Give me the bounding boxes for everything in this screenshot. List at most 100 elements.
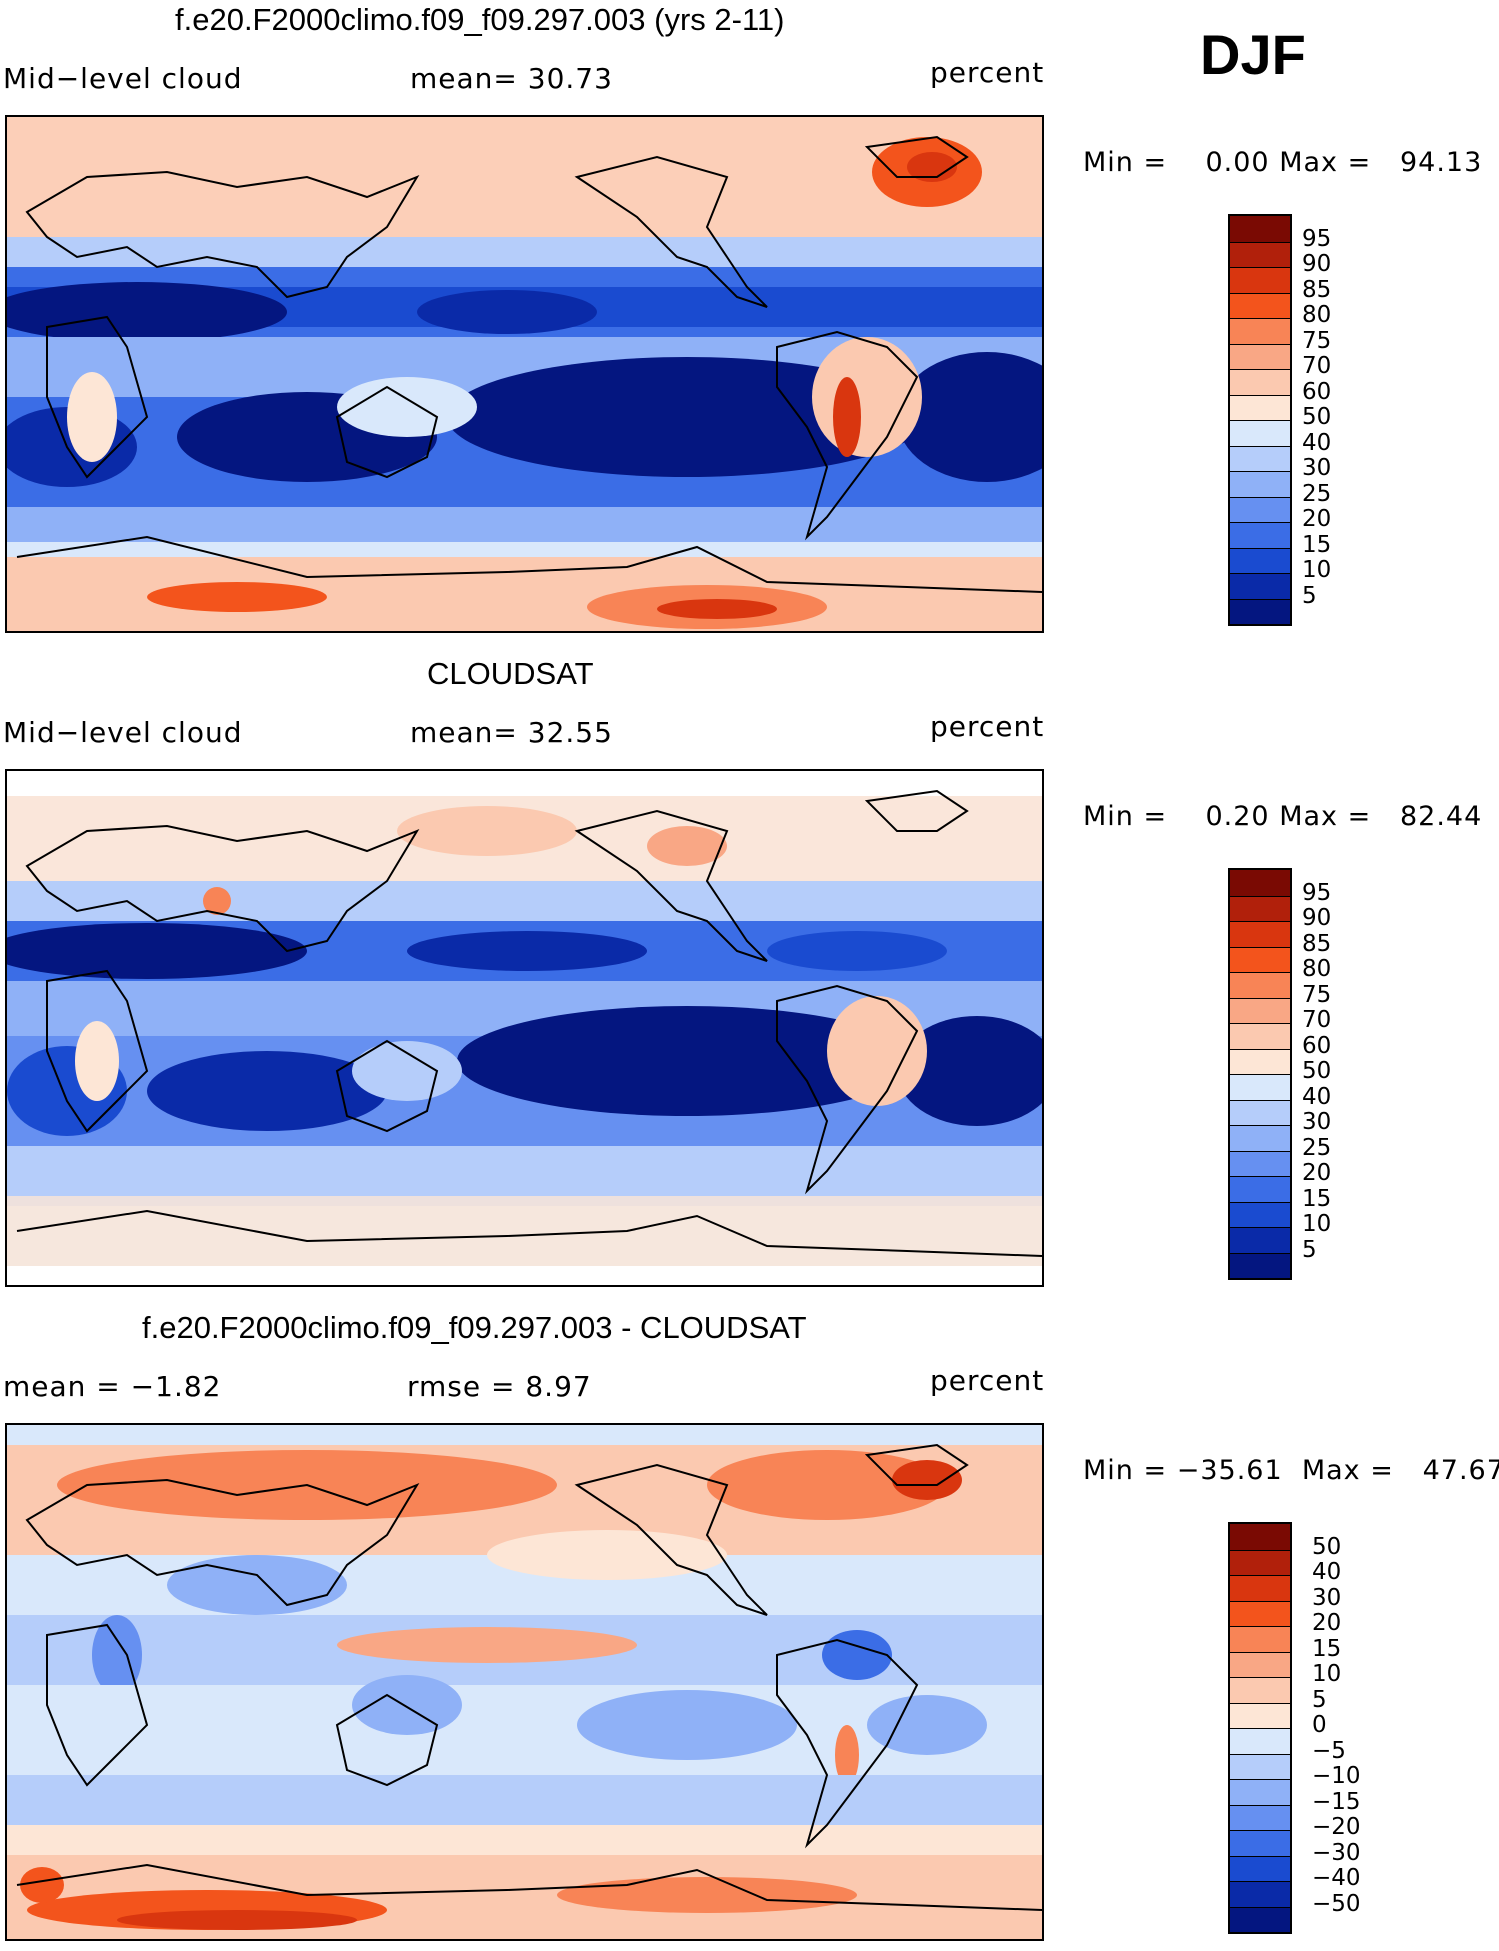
colorbar-tick-label: 15 (1312, 1635, 1342, 1662)
colorbar-tick-label: 75 (1302, 981, 1332, 1008)
panel2-coastlines (16, 789, 1042, 1257)
colorbar-swatch (1230, 267, 1290, 293)
colorbar-swatch (1230, 1099, 1290, 1125)
colorbar-tick-label: −30 (1312, 1839, 1361, 1866)
colorbar-tick-label: 95 (1302, 225, 1332, 252)
colorbar-swatch (1230, 216, 1290, 242)
colorbar-swatch (1230, 1626, 1290, 1652)
colorbar-swatch (1230, 1779, 1290, 1805)
colorbar-swatch (1230, 369, 1290, 395)
colorbar-swatch (1230, 1048, 1290, 1074)
colorbar-tick-label: 70 (1302, 1007, 1332, 1033)
colorbar-swatch (1230, 1575, 1290, 1601)
colorbar-tick-label: 60 (1302, 378, 1332, 405)
colorbar-swatch (1230, 895, 1290, 921)
panel2-field (7, 771, 1042, 1285)
colorbar-tick-label: 85 (1302, 930, 1332, 957)
panel2-variable-label: Mid−level cloud (3, 716, 243, 749)
panel3-map (5, 1423, 1044, 1941)
panel1-field (7, 117, 1042, 631)
colorbar-swatch (1230, 1549, 1290, 1575)
panel1-variable-label: Mid−level cloud (3, 62, 243, 95)
colorbar-swatch (1230, 1702, 1290, 1728)
colorbar-swatch (1230, 946, 1290, 972)
panel2-minmax: Min = 0.20 Max = 82.44 (1083, 801, 1483, 832)
colorbar-tick-label: 50 (1302, 404, 1332, 430)
colorbar-swatch (1230, 598, 1290, 624)
colorbar-swatch (1230, 292, 1290, 318)
colorbar-swatch (1230, 1023, 1290, 1049)
panel2-title: CLOUDSAT (427, 656, 594, 691)
colorbar-swatch (1230, 1150, 1290, 1176)
colorbar-tick-label: 30 (1302, 455, 1332, 481)
colorbar-tick-label: 75 (1302, 327, 1332, 354)
panel3-title: f.e20.F2000climo.f09_f09.297.003 - CLOUD… (142, 1310, 807, 1345)
colorbar-tick-label: 30 (1312, 1584, 1342, 1611)
colorbar-swatch (1230, 1227, 1290, 1253)
colorbar-swatch (1230, 1524, 1290, 1550)
colorbar-tick-label: 25 (1302, 480, 1332, 507)
colorbar-swatch (1230, 870, 1290, 896)
colorbar-tick-label: 15 (1302, 1185, 1332, 1212)
colorbar-swatch (1230, 1125, 1290, 1151)
colorbar-tick-label: 10 (1302, 1211, 1332, 1237)
season-label: DJF (1200, 23, 1306, 86)
colorbar-tick-label: −10 (1312, 1763, 1361, 1789)
colorbar-tick-label: 70 (1302, 353, 1332, 379)
colorbar-swatch (1230, 496, 1290, 522)
colorbar-tick-label: 85 (1302, 276, 1332, 303)
colorbar-tick-label: 20 (1302, 1160, 1332, 1186)
colorbar-tick-label: 0 (1312, 1712, 1327, 1738)
colorbar-swatch (1230, 420, 1290, 446)
panel3-mean-label: mean = −1.82 (3, 1370, 222, 1403)
colorbar-tick-label: 90 (1302, 251, 1332, 277)
colorbar-swatch (1230, 573, 1290, 599)
colorbar-swatch (1230, 445, 1290, 471)
colorbar-tick-label: 5 (1312, 1686, 1327, 1713)
colorbar-swatch (1230, 1651, 1290, 1677)
colorbar-swatch (1230, 1074, 1290, 1100)
colorbar-tick-label: 25 (1302, 1134, 1332, 1161)
colorbar-swatch (1230, 394, 1290, 420)
colorbar-tick-label: 40 (1302, 1083, 1332, 1110)
panel1-mean-label: mean= 30.73 (410, 62, 613, 95)
colorbar-tick-label: 80 (1302, 302, 1332, 328)
colorbar-tick-label: 60 (1302, 1032, 1332, 1059)
colorbar-tick-label: 20 (1312, 1610, 1342, 1636)
colorbar-swatch (1230, 997, 1290, 1023)
colorbar-swatch (1230, 1906, 1290, 1932)
panel3-field (7, 1425, 1042, 1939)
colorbar-tick-label: −15 (1312, 1788, 1361, 1815)
colorbar-tick-label: 10 (1312, 1661, 1342, 1687)
colorbar-swatch (1230, 471, 1290, 497)
colorbar-swatch (1230, 318, 1290, 344)
panel1-colorbar (1228, 214, 1292, 626)
colorbar-tick-label: −5 (1312, 1737, 1346, 1764)
colorbar-swatch (1230, 921, 1290, 947)
panel3-minmax: Min = −35.61 Max = 47.67 (1083, 1455, 1499, 1486)
colorbar-swatch (1230, 1804, 1290, 1830)
colorbar-tick-label: −20 (1312, 1814, 1361, 1840)
colorbar-tick-label: −50 (1312, 1890, 1361, 1917)
colorbar-tick-label: 40 (1312, 1559, 1342, 1585)
colorbar-swatch (1230, 1600, 1290, 1626)
colorbar-swatch (1230, 972, 1290, 998)
colorbar-swatch (1230, 241, 1290, 267)
colorbar-swatch (1230, 343, 1290, 369)
colorbar-tick-label: 15 (1302, 531, 1332, 558)
colorbar-swatch (1230, 1677, 1290, 1703)
panel3-colorbar (1228, 1522, 1292, 1934)
colorbar-swatch (1230, 1176, 1290, 1202)
colorbar-tick-label: 40 (1302, 429, 1332, 456)
panel2-units-label: percent (930, 710, 1045, 743)
colorbar-swatch (1230, 1728, 1290, 1754)
colorbar-tick-label: 5 (1302, 1236, 1317, 1263)
panel3-rmse-label: rmse = 8.97 (407, 1370, 592, 1403)
colorbar-tick-label: 20 (1302, 506, 1332, 532)
colorbar-tick-label: 95 (1302, 879, 1332, 906)
colorbar-swatch (1230, 522, 1290, 548)
panel1-units-label: percent (930, 56, 1045, 89)
panel1-title: f.e20.F2000climo.f09_f09.297.003 (yrs 2-… (175, 2, 785, 37)
panel1-minmax: Min = 0.00 Max = 94.13 (1083, 147, 1483, 178)
colorbar-tick-label: 90 (1302, 905, 1332, 931)
